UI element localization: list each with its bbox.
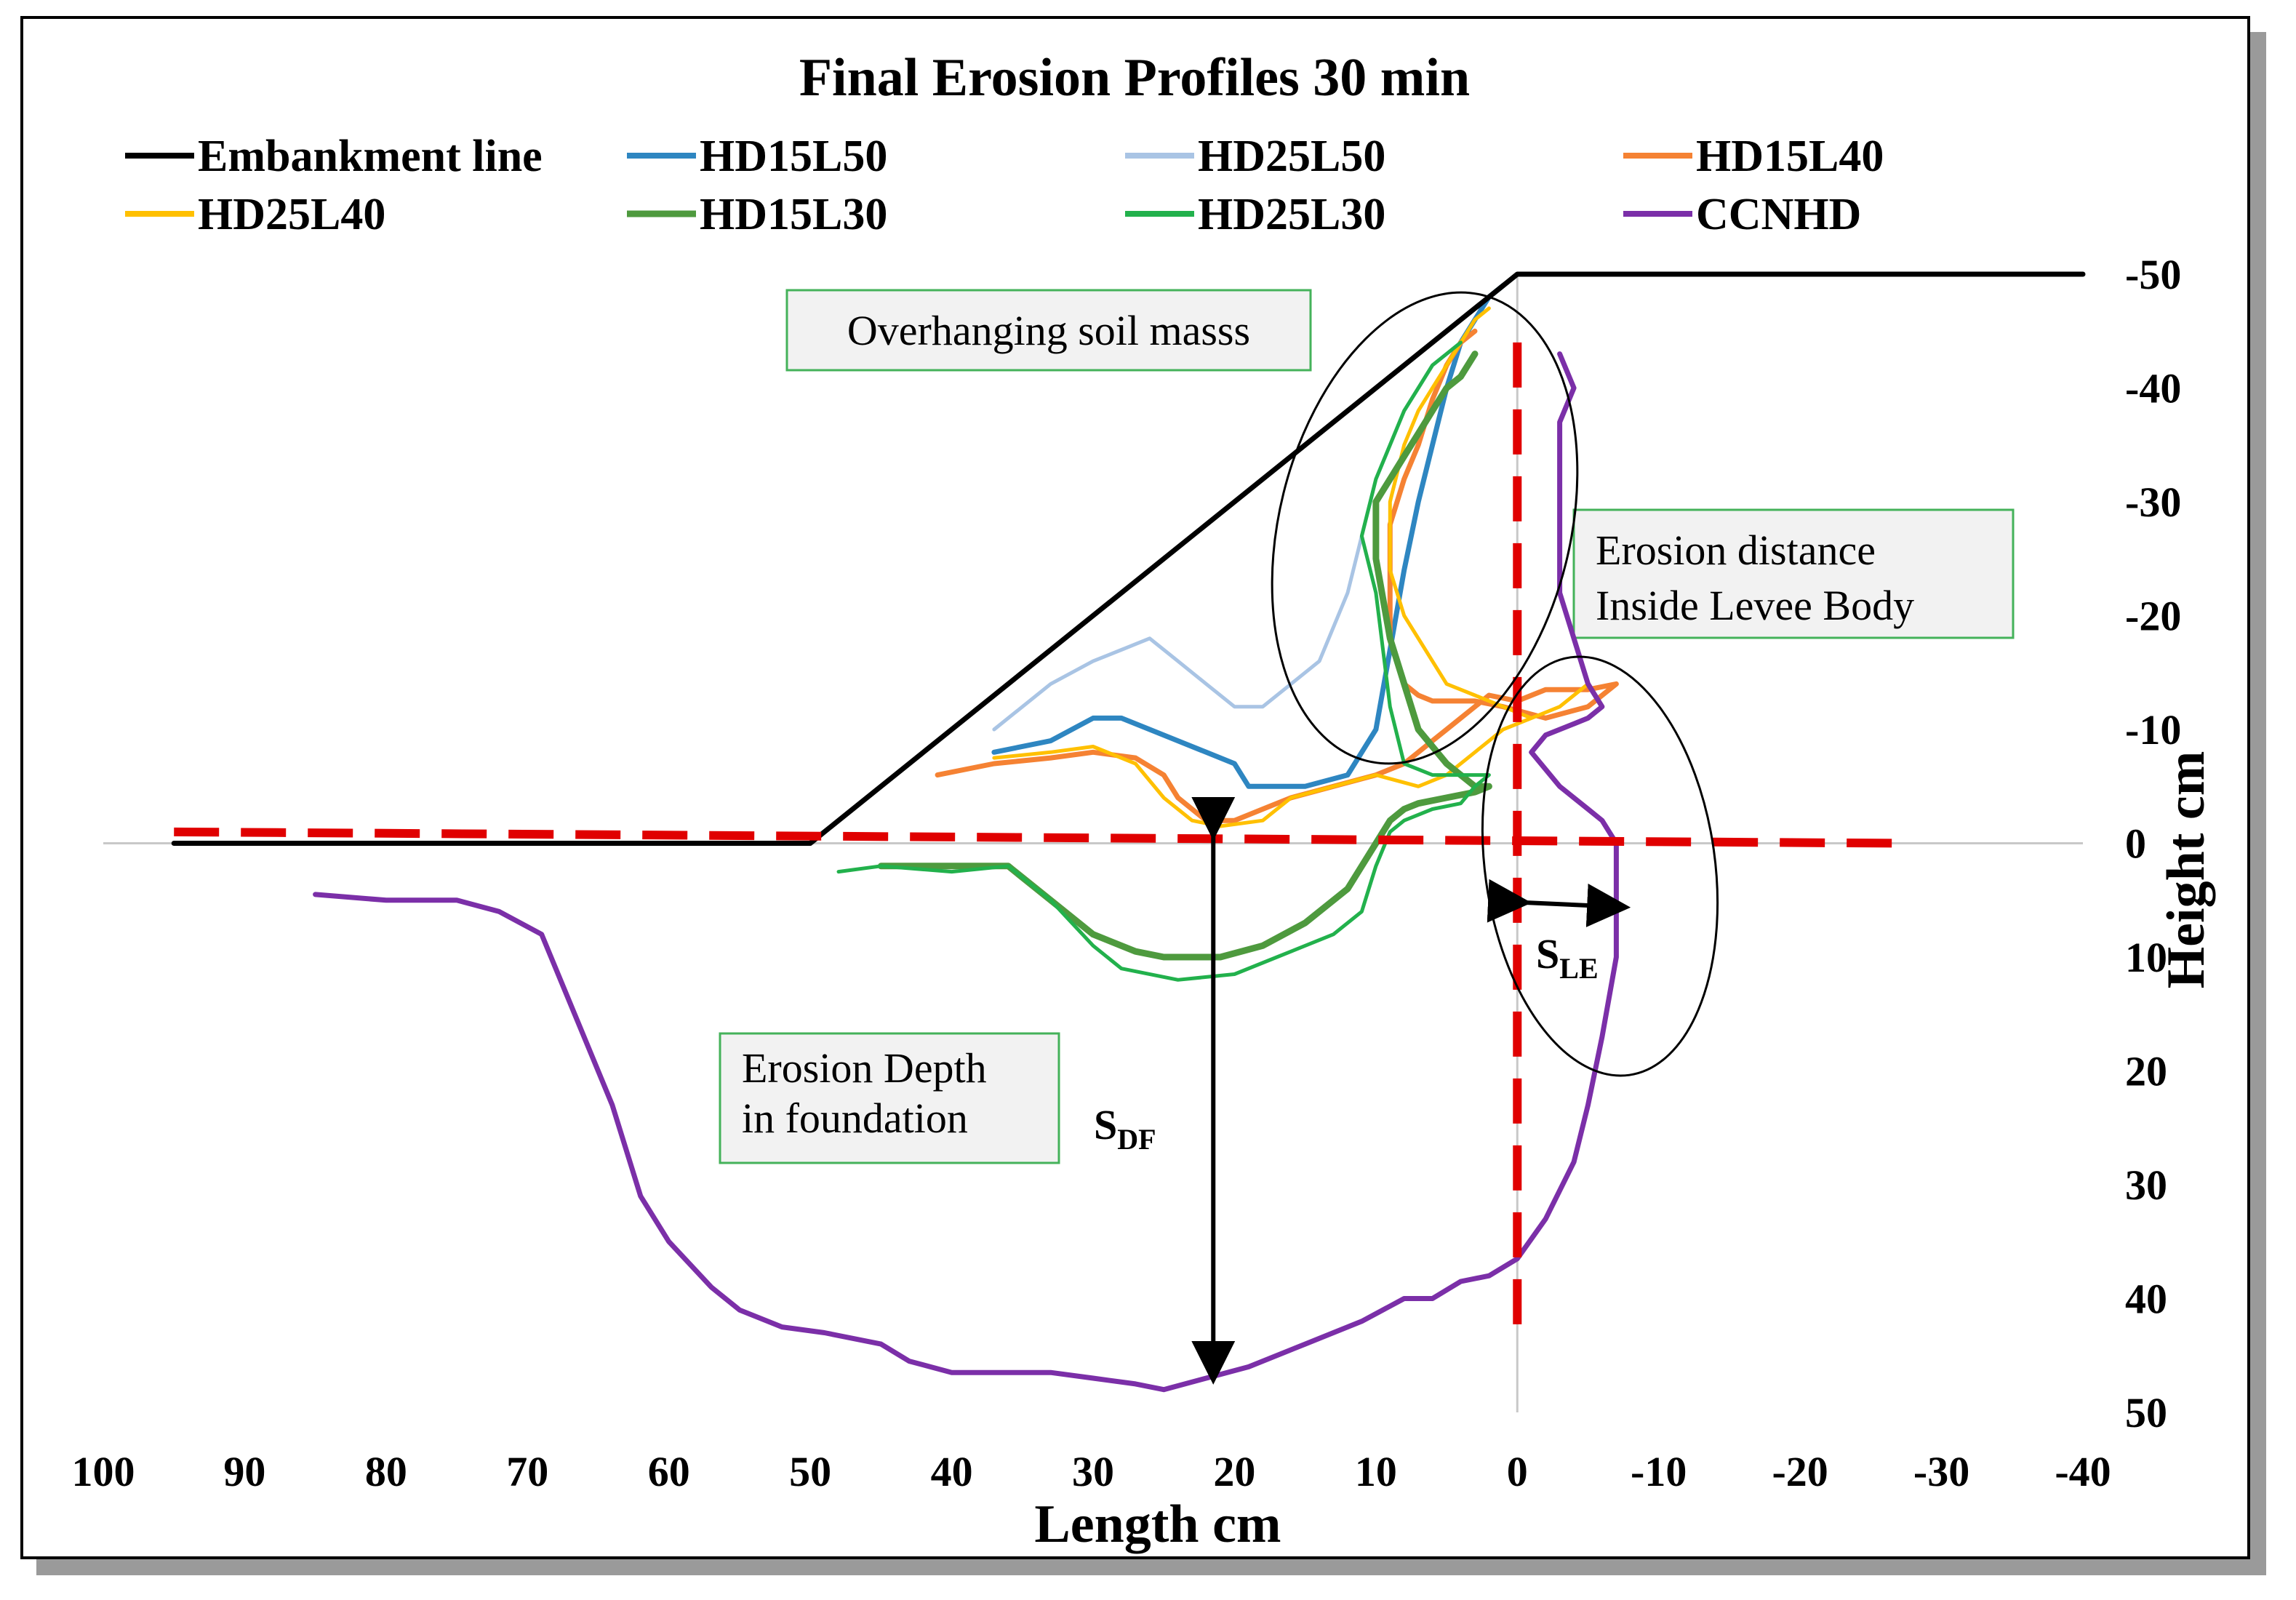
reference-line-horizontal bbox=[174, 827, 1900, 848]
series-ccnhd bbox=[313, 351, 1619, 1393]
legend-label-hd15l40: HD15L40 bbox=[1696, 132, 1884, 181]
x-tick-label: -10 bbox=[1631, 1448, 1687, 1495]
y-tick-label: 30 bbox=[2125, 1161, 2167, 1209]
x-tick-label: 30 bbox=[1072, 1448, 1114, 1495]
overhang-ellipse bbox=[1271, 291, 1579, 765]
legend-label-embankment-line: Embankment line bbox=[198, 132, 543, 181]
annotation-overhanging-text: Overhanging soil masss bbox=[847, 307, 1250, 354]
series-hd25l40 bbox=[992, 306, 1590, 828]
annotation-erosion-depth-line2: in foundation bbox=[742, 1095, 968, 1142]
y-axis-label: Height cm bbox=[2156, 751, 2216, 989]
legend-label-hd15l50: HD15L50 bbox=[700, 132, 887, 181]
annotation-erosion-distance-line1: Erosion distance bbox=[1596, 527, 1876, 574]
x-tick-labels: 100 90 80 70 60 50 40 30 20 10 0 -10 -20 -30 -40 bbox=[72, 1448, 2111, 1495]
legend-label-hd25l50: HD25L50 bbox=[1198, 132, 1385, 181]
y-tick-labels: -50 -40 -30 -20 -10 0 10 20 30 40 50 bbox=[2125, 251, 2181, 1436]
x-tick-label: 0 bbox=[1507, 1448, 1528, 1495]
x-tick-label: 90 bbox=[223, 1448, 265, 1495]
x-tick-label: -40 bbox=[2055, 1448, 2111, 1495]
x-tick-label: 60 bbox=[648, 1448, 690, 1495]
legend-label-ccnhd: CCNHD bbox=[1696, 190, 1861, 239]
annotation-overhanging: Overhanging soil masss bbox=[785, 289, 1312, 372]
y-tick-label: 0 bbox=[2125, 820, 2146, 868]
erosion-distance-arrow bbox=[1487, 879, 1631, 927]
x-tick-label: 20 bbox=[1213, 1448, 1255, 1495]
x-tick-label: -30 bbox=[1913, 1448, 1969, 1495]
legend-label-hd15l30: HD15L30 bbox=[700, 190, 887, 239]
series-hd15l50 bbox=[991, 283, 1506, 789]
x-axis-label: Length cm bbox=[1034, 1495, 1281, 1554]
x-tick-label: 80 bbox=[365, 1448, 407, 1495]
chart-title: Final Erosion Profiles 30 min bbox=[799, 48, 1470, 108]
y-tick-label: -50 bbox=[2125, 251, 2181, 298]
legend: Embankment line HD15L50 HD25L50 HD15L40 HD25… bbox=[125, 132, 1884, 239]
x-tick-label: 10 bbox=[1355, 1448, 1397, 1495]
x-tick-label: 70 bbox=[506, 1448, 548, 1495]
legend-label-hd25l30: HD25L30 bbox=[1198, 190, 1385, 239]
erosion-profile-chart: Final Erosion Profiles 30 min Overhangin… bbox=[72, 48, 2217, 1554]
x-tick-label: -20 bbox=[1772, 1448, 1828, 1495]
series-hd25l30 bbox=[836, 340, 1491, 982]
levee-erosion-ellipse bbox=[1481, 655, 1719, 1077]
y-tick-label: -10 bbox=[2125, 706, 2181, 753]
y-tick-label: -20 bbox=[2125, 593, 2181, 640]
y-tick-label: 50 bbox=[2125, 1389, 2167, 1436]
y-tick-label: 10 bbox=[2125, 934, 2167, 981]
annotation-erosion-depth: Erosion Depth in foundation bbox=[719, 1032, 1060, 1164]
x-tick-label: 100 bbox=[72, 1448, 135, 1495]
annotation-erosion-distance: Erosion distance Inside Levee Body bbox=[1572, 508, 2015, 639]
series-embankment-line bbox=[171, 271, 2086, 846]
y-tick-label: 20 bbox=[2125, 1048, 2167, 1095]
sle-label: SLE bbox=[1536, 930, 1599, 985]
x-tick-label: 50 bbox=[789, 1448, 831, 1495]
chart-frame: Final Erosion Profiles 30 min Overhangin… bbox=[20, 16, 2250, 1559]
series-hd15l30 bbox=[877, 351, 1492, 961]
sdf-label: SDF bbox=[1094, 1101, 1156, 1156]
reference-lines bbox=[174, 342, 1900, 1333]
x-tick-label: 40 bbox=[931, 1448, 973, 1495]
legend-label-hd25l40: HD25L40 bbox=[198, 190, 385, 239]
annotation-erosion-depth-line1: Erosion Depth bbox=[742, 1044, 987, 1092]
y-tick-label: -40 bbox=[2125, 365, 2181, 412]
y-tick-label: -30 bbox=[2125, 479, 2181, 526]
y-tick-label: 40 bbox=[2125, 1276, 2167, 1323]
annotation-erosion-distance-line2: Inside Levee Body bbox=[1596, 582, 1914, 629]
